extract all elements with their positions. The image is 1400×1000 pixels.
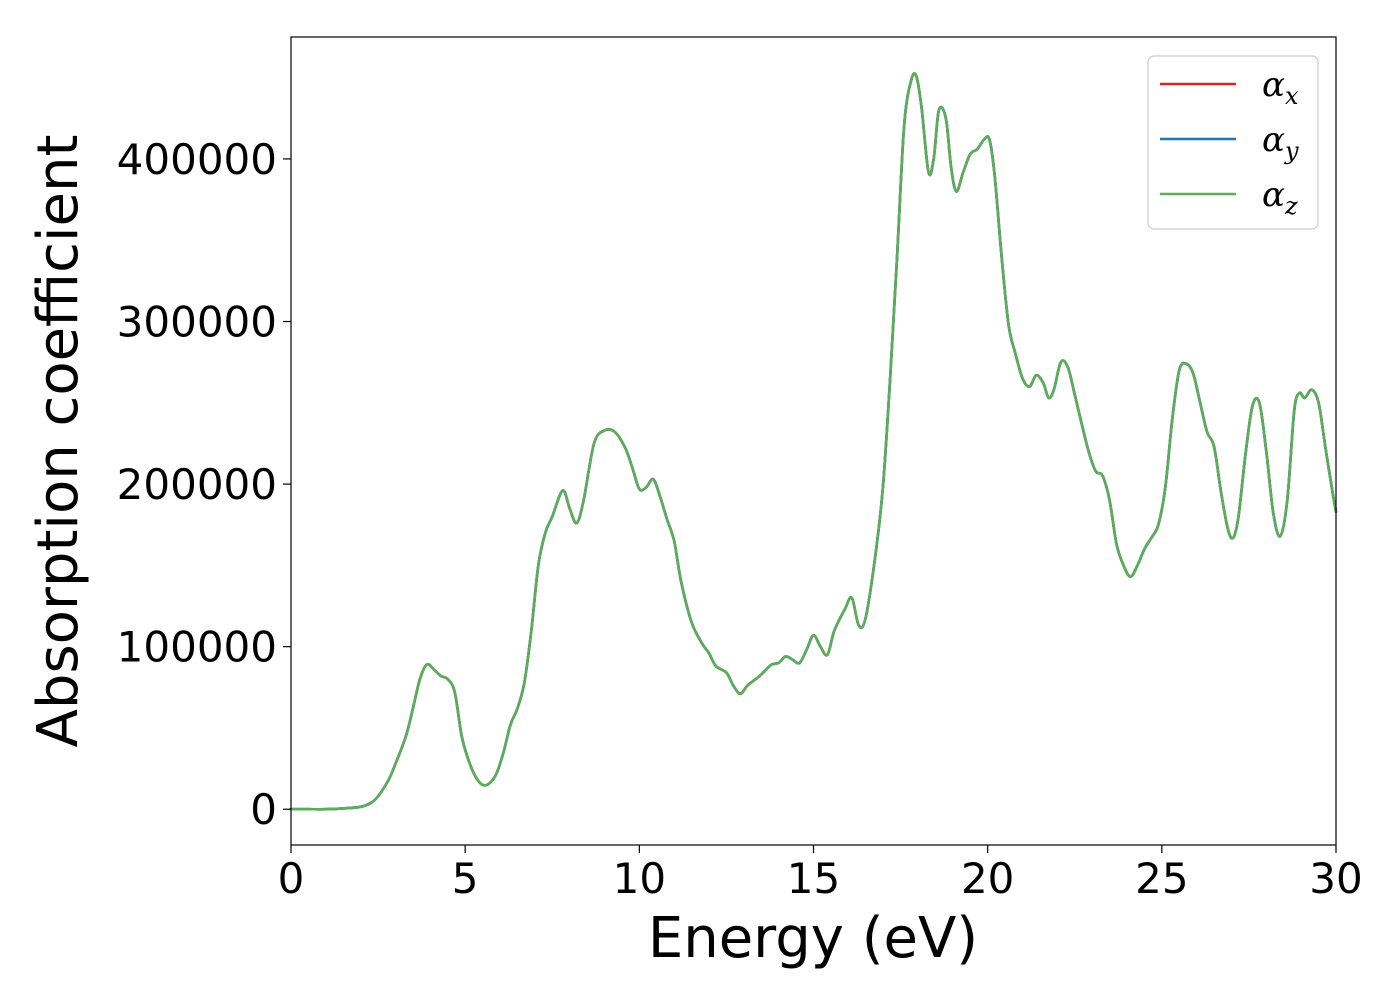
y-axis-label: Absorption coefficient	[26, 135, 91, 748]
y-tick-label: 300000	[117, 298, 277, 347]
legend: αx αy αz	[1147, 55, 1319, 230]
y-tick-label: 100000	[117, 623, 277, 672]
legend-label-z: αz	[1262, 175, 1298, 220]
legend-box	[1147, 55, 1319, 230]
legend-label-x: αx	[1262, 65, 1299, 110]
x-tick-label: 25	[1135, 854, 1188, 903]
x-tick-label: 10	[613, 854, 666, 903]
series-line-z	[289, 72, 1338, 811]
y-axis: 0 100000 200000 300000 400000	[117, 135, 291, 834]
x-axis-label: Energy (eV)	[648, 906, 978, 971]
x-tick-label: 5	[452, 854, 479, 903]
y-tick-label: 0	[250, 785, 277, 834]
y-tick-label: 200000	[117, 460, 277, 509]
legend-label-y: αy	[1262, 120, 1299, 165]
y-tick-label: 400000	[117, 135, 277, 184]
x-tick-label: 30	[1309, 854, 1362, 903]
x-tick-label: 15	[787, 854, 840, 903]
series-layer	[289, 72, 1338, 811]
x-axis: 0 5 10 15 20 25 30	[278, 845, 1363, 903]
x-tick-label: 20	[961, 854, 1014, 903]
x-tick-label: 0	[278, 854, 305, 903]
